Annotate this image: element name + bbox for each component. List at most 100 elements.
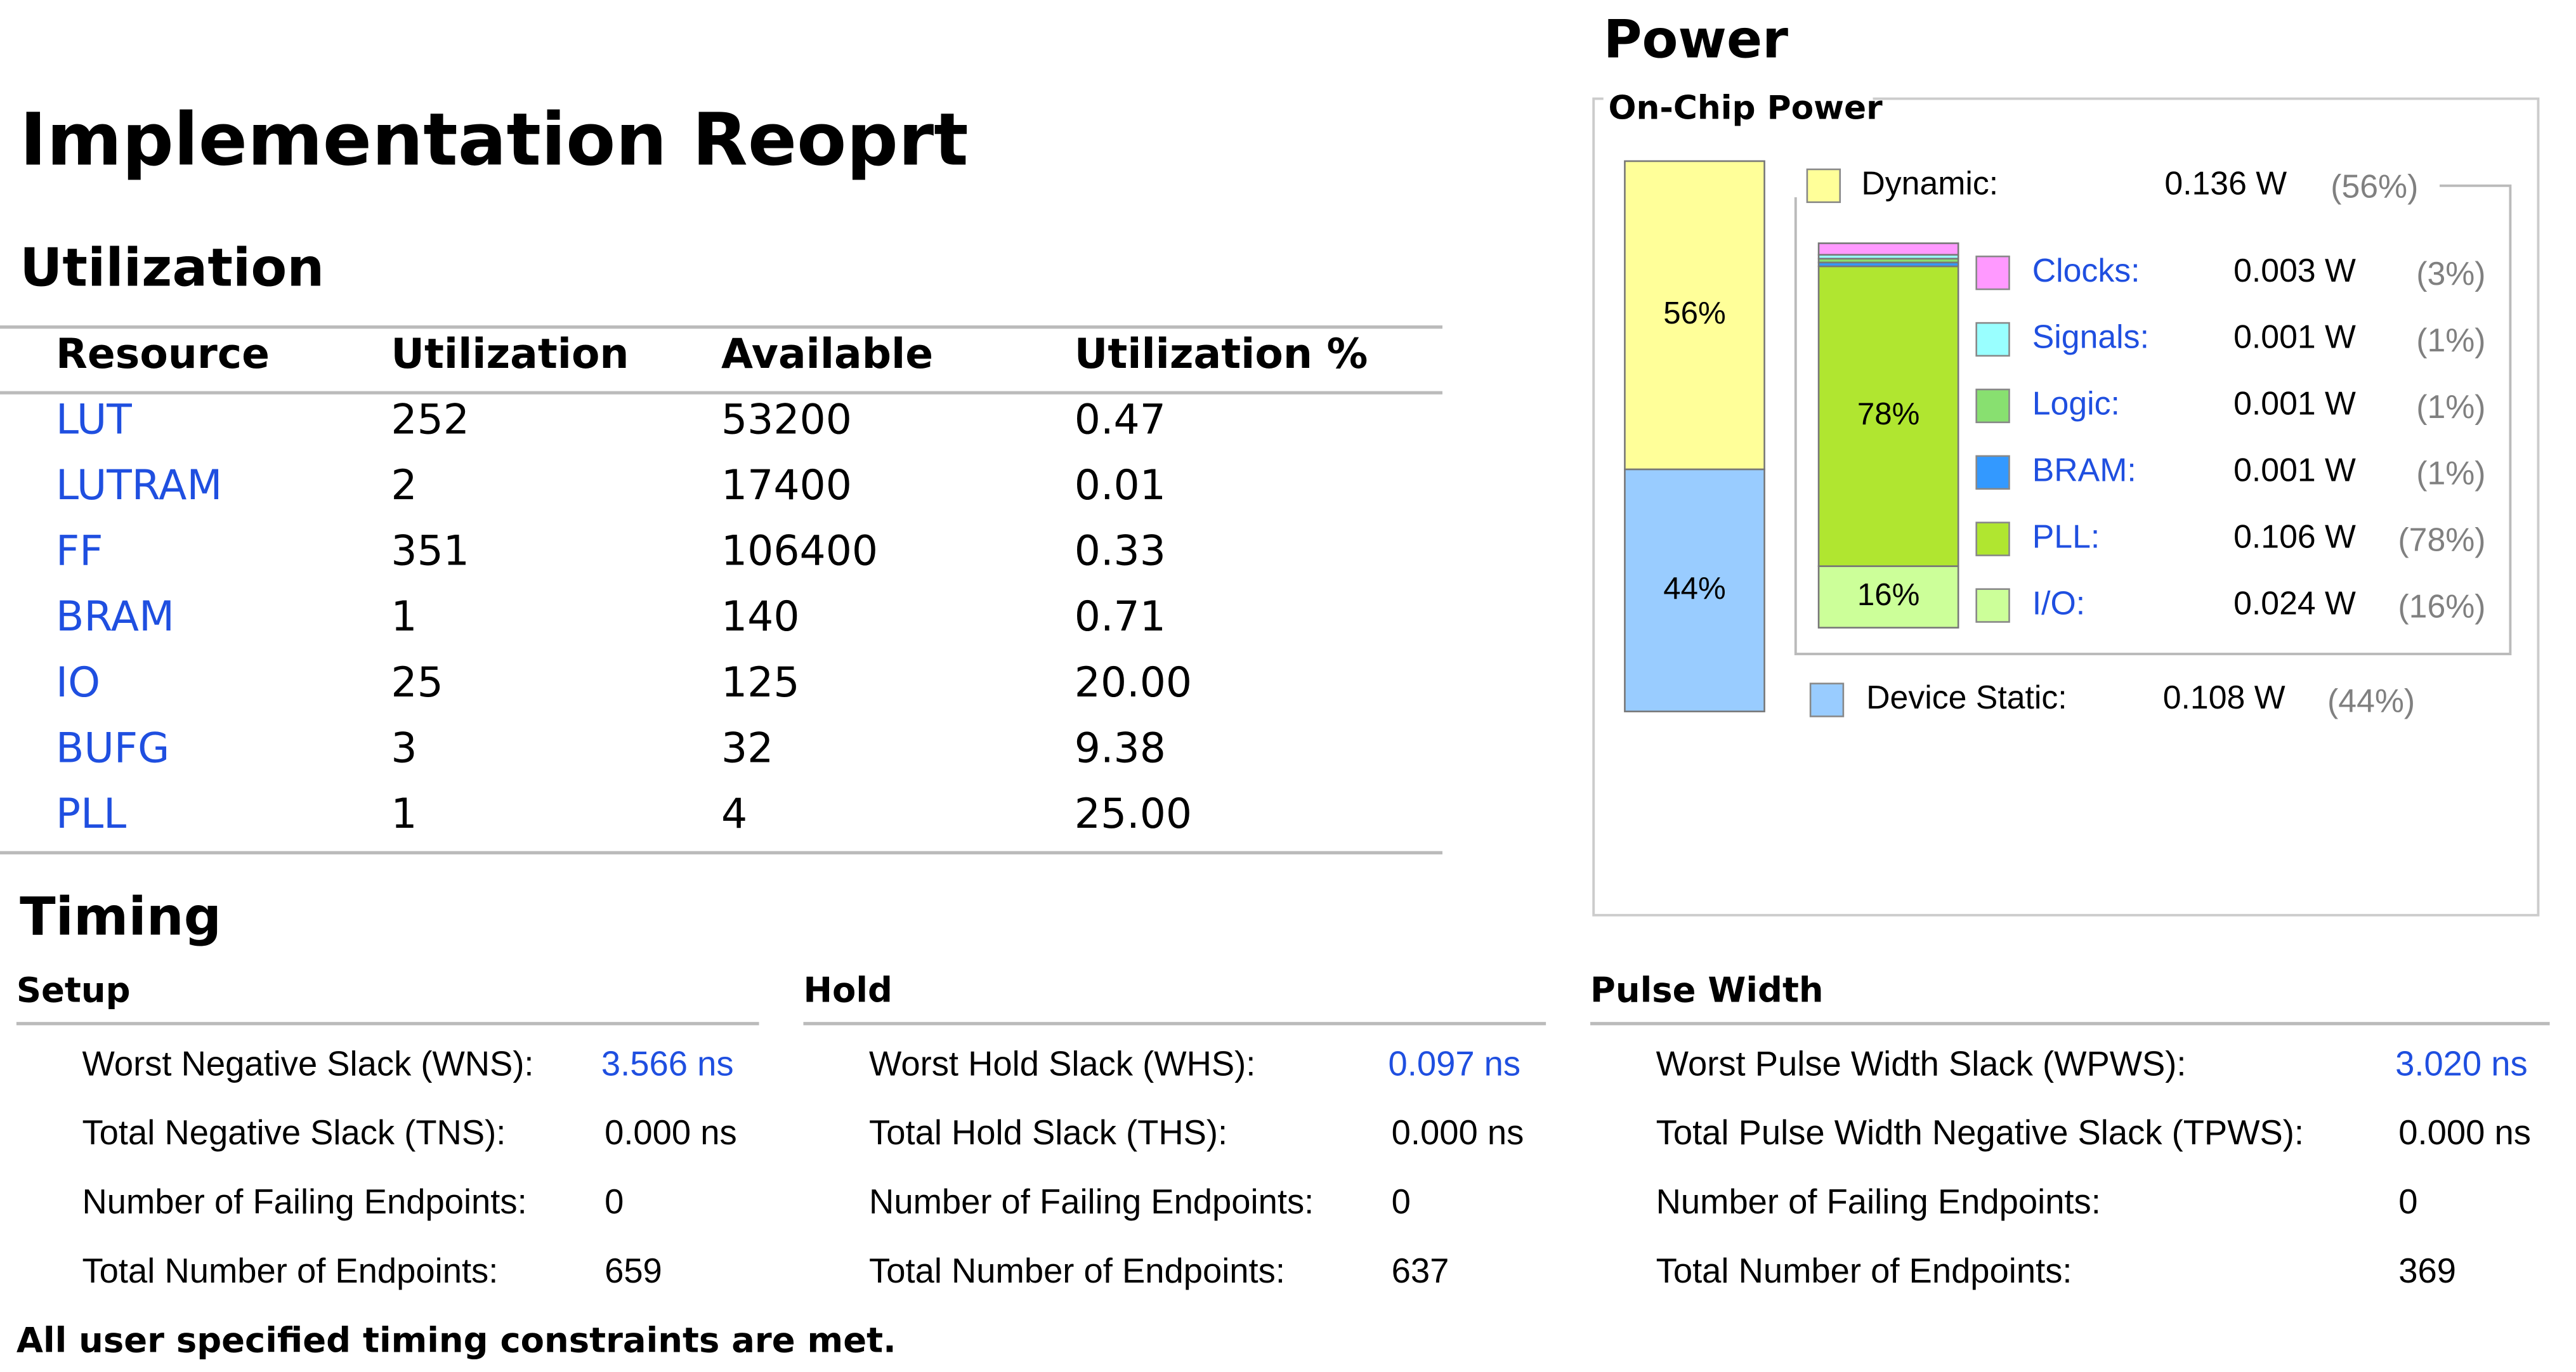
- table-cell: 25.00: [1075, 790, 1192, 838]
- timing-footer: All user specified timing constraints ar…: [16, 1320, 896, 1360]
- table-cell: 32: [721, 724, 773, 772]
- table-cell: 9.38: [1075, 724, 1166, 772]
- table-cell: 0.71: [1075, 593, 1166, 641]
- table-cell: 0.01: [1075, 462, 1166, 509]
- legend-swatch: [1975, 388, 2010, 424]
- power-value: 0.136 W: [2164, 165, 2287, 202]
- timing-value: 0.000 ns: [2398, 1113, 2531, 1152]
- resource-name: FF: [56, 528, 103, 575]
- power-value: 0.001 W: [2233, 318, 2356, 355]
- timing-value: 0.097 ns: [1388, 1044, 1520, 1083]
- power-value: 0.001 W: [2233, 385, 2356, 422]
- timing-label: Worst Pulse Width Slack (WPWS):: [1656, 1044, 2187, 1083]
- table-cell: 140: [721, 593, 800, 641]
- power-value: 0.024 W: [2233, 584, 2356, 621]
- table-cell: 25: [391, 659, 443, 707]
- power-value: 0.001 W: [2233, 451, 2356, 488]
- power-bar-segment: [1624, 160, 1765, 471]
- bar-label: 56%: [1663, 296, 1725, 330]
- timing-label: Number of Failing Endpoints:: [82, 1182, 526, 1221]
- table-cell: 252: [391, 396, 469, 443]
- panel-title: On-Chip Power: [1609, 89, 1883, 127]
- column-header: Utilization: [391, 330, 629, 378]
- resource-name: BRAM: [56, 593, 174, 641]
- power-label: Logic:: [2032, 385, 2120, 422]
- timing-value: 0: [2398, 1182, 2417, 1221]
- resource-name: PLL: [56, 790, 126, 838]
- timing-value: 3.566 ns: [601, 1044, 734, 1083]
- power-label: Device Static:: [1866, 679, 2067, 715]
- timing-label: Total Negative Slack (TNS):: [82, 1113, 506, 1152]
- timing-value: 0: [1392, 1182, 1411, 1221]
- column-header: Available: [721, 330, 933, 378]
- timing-label: Worst Hold Slack (WHS):: [869, 1044, 1255, 1083]
- timing-label: Number of Failing Endpoints:: [869, 1182, 1314, 1221]
- dynamic-bracket: [1794, 184, 2512, 655]
- column-header: Resource: [56, 330, 270, 378]
- timing-value: 0.000 ns: [1392, 1113, 1524, 1152]
- resource-name: BUFG: [56, 724, 169, 772]
- power-bar-segment: [1817, 242, 1959, 256]
- timing-label: Total Number of Endpoints:: [82, 1251, 498, 1290]
- table-cell: 0.33: [1075, 528, 1166, 575]
- panel-legend-bg: [1603, 89, 1873, 132]
- section-heading: Power: [1604, 8, 1788, 70]
- timing-value: 659: [605, 1251, 662, 1290]
- table-cell: 4: [721, 790, 747, 838]
- power-value: 0.108 W: [2163, 679, 2285, 715]
- timing-label: Total Pulse Width Negative Slack (TPWS):: [1656, 1113, 2304, 1152]
- legend-swatch: [1975, 255, 2010, 291]
- timing-label: Total Number of Endpoints:: [869, 1251, 1285, 1290]
- legend-swatch: [1975, 588, 2010, 623]
- table-cell: 1: [391, 593, 417, 641]
- legend-swatch: [1806, 168, 1841, 204]
- power-value: 0.106 W: [2233, 518, 2356, 554]
- timing-value: 369: [2398, 1251, 2456, 1290]
- table-cell: 3: [391, 724, 417, 772]
- column-header: Utilization %: [1075, 330, 1368, 378]
- power-percent: (1%): [2416, 455, 2485, 492]
- power-percent: (78%): [2398, 521, 2485, 558]
- table-cell: 106400: [721, 528, 878, 575]
- power-bar-segment: [1624, 468, 1765, 712]
- power-label: Clocks:: [2032, 252, 2140, 289]
- power-percent: (1%): [2416, 388, 2485, 425]
- power-percent: (44%): [2327, 682, 2415, 719]
- report-title: Implementation Reoprt: [20, 97, 969, 181]
- power-percent: (1%): [2416, 322, 2485, 358]
- power-percent: (56%): [2331, 168, 2418, 205]
- power-label: PLL:: [2032, 518, 2100, 554]
- table-cell: 53200: [721, 396, 852, 443]
- table-cell: 125: [721, 659, 800, 707]
- legend-swatch: [1975, 322, 2010, 357]
- timing-section-title: Hold: [803, 970, 892, 1010]
- power-label: Signals:: [2032, 318, 2149, 355]
- power-bar-segment: [1817, 265, 1959, 567]
- timing-value: 3.020 ns: [2395, 1044, 2528, 1083]
- timing-value: 0.000 ns: [605, 1113, 737, 1152]
- legend-swatch: [1975, 455, 2010, 490]
- table-cell: 2: [391, 462, 417, 509]
- timing-section-title: Setup: [16, 970, 131, 1010]
- bar-label: 44%: [1663, 571, 1725, 606]
- power-percent: (3%): [2416, 255, 2485, 292]
- legend-swatch: [1975, 521, 2010, 556]
- power-label: Dynamic:: [1861, 165, 1998, 202]
- table-cell: 1: [391, 790, 417, 838]
- timing-value: 0: [605, 1182, 624, 1221]
- timing-value: 637: [1392, 1251, 1449, 1290]
- timing-label: Total Number of Endpoints:: [1656, 1251, 2072, 1290]
- legend-swatch: [1809, 683, 1845, 717]
- timing-label: Number of Failing Endpoints:: [1656, 1182, 2101, 1221]
- timing-label: Worst Negative Slack (WNS):: [82, 1044, 533, 1083]
- power-percent: (16%): [2398, 587, 2485, 624]
- power-value: 0.003 W: [2233, 252, 2356, 289]
- bar-label: 78%: [1857, 396, 1919, 431]
- resource-name: LUT: [56, 396, 132, 443]
- section-heading: Timing: [20, 886, 221, 948]
- bar-label: 16%: [1857, 577, 1919, 612]
- resource-name: LUTRAM: [56, 462, 222, 509]
- power-bar-segment: [1817, 565, 1959, 629]
